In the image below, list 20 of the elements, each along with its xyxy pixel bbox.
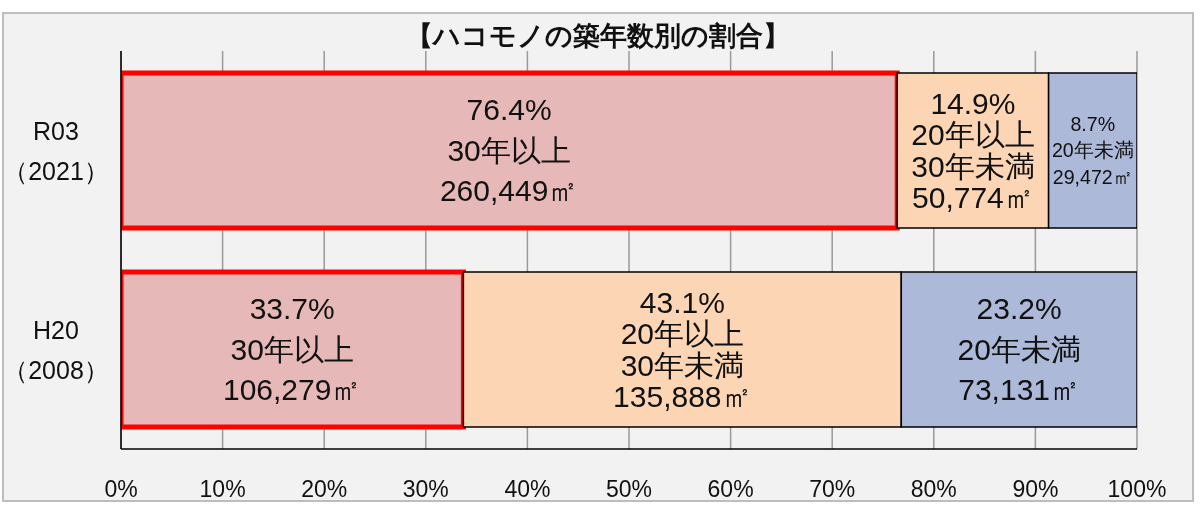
x-tick-label: 80% xyxy=(910,476,957,503)
x-tick-label: 90% xyxy=(1012,476,1059,503)
x-tick-label: 100% xyxy=(1107,476,1167,503)
data-label: 14.9% 20年以上 30年未満 50,774㎡ xyxy=(911,87,1035,214)
data-label: 8.7% 20年未満 29,472㎡ xyxy=(1051,112,1134,188)
x-tick-label: 20% xyxy=(301,476,348,503)
data-label: 76.4% 30年以上 260,449㎡ xyxy=(439,93,579,208)
x-tick-label: 50% xyxy=(605,476,653,503)
x-tick-label: 30% xyxy=(402,476,449,503)
data-label: 33.7% 30年以上 106,279㎡ xyxy=(222,292,362,407)
data-label: 43.1% 20年以上 30年未満 135,888㎡ xyxy=(613,286,752,413)
data-label: 23.2% 20年未満 73,131㎡ xyxy=(957,292,1081,407)
x-tick-label: 0% xyxy=(104,476,138,503)
y-tick-label: H20 （2008） xyxy=(3,315,109,384)
x-tick-label: 70% xyxy=(809,476,856,503)
x-tick-label: 40% xyxy=(504,476,551,503)
x-tick-label: 10% xyxy=(199,476,246,503)
x-tick-label: 60% xyxy=(707,476,754,503)
chart-title: 【ハコモノの築年数別の割合】 xyxy=(405,20,791,53)
y-tick-label: R03 （2021） xyxy=(3,116,109,185)
